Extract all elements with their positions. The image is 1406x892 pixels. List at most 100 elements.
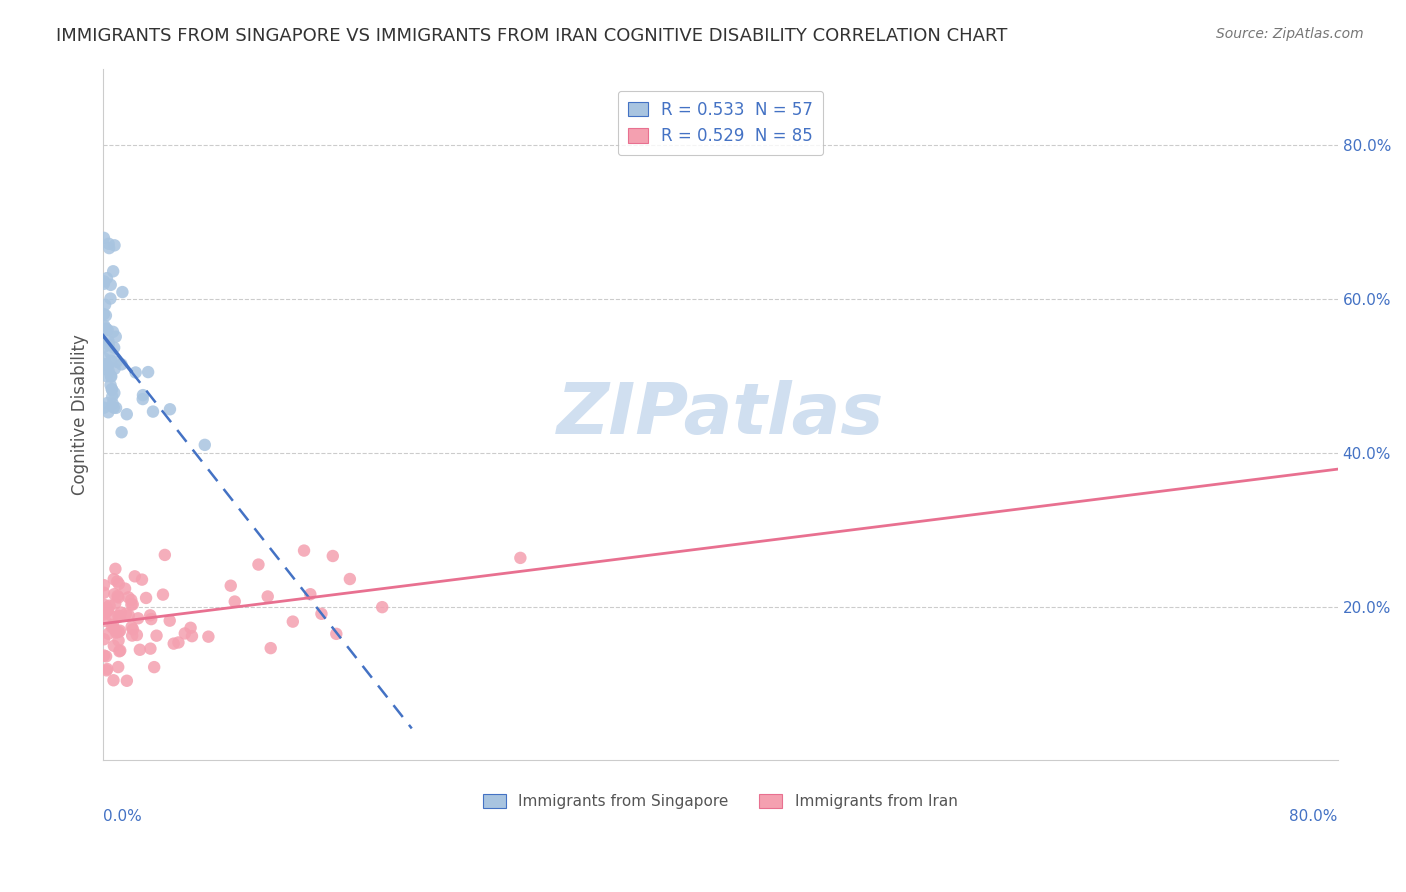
Point <box>96 396 118 410</box>
Point <box>93 632 115 647</box>
Point <box>260 641 283 656</box>
Point <box>135 591 157 605</box>
Point <box>97 236 120 251</box>
Point <box>101 390 124 404</box>
Point <box>110 643 132 657</box>
Point <box>103 572 125 586</box>
Point <box>322 549 344 563</box>
Y-axis label: Cognitive Disability: Cognitive Disability <box>72 334 89 495</box>
Point <box>108 644 131 658</box>
Text: 0.0%: 0.0% <box>103 809 142 824</box>
Point <box>94 351 117 366</box>
Point <box>509 550 531 565</box>
Point <box>93 307 115 321</box>
Point <box>104 562 127 576</box>
Point <box>256 590 278 604</box>
Point <box>194 438 217 452</box>
Point <box>93 277 115 291</box>
Point <box>93 274 115 288</box>
Point <box>96 369 118 384</box>
Point <box>163 637 186 651</box>
Point <box>101 383 124 397</box>
Point <box>152 588 174 602</box>
Point <box>94 309 117 323</box>
Point <box>105 401 128 415</box>
Point <box>108 609 131 624</box>
Point <box>124 569 146 583</box>
Point <box>94 321 117 335</box>
Point <box>101 617 124 632</box>
Point <box>127 611 149 625</box>
Point <box>121 620 143 634</box>
Point <box>120 598 142 612</box>
Point <box>105 625 128 640</box>
Point <box>141 612 163 626</box>
Point <box>104 597 127 611</box>
Point <box>111 285 134 299</box>
Point <box>100 378 122 392</box>
Point <box>103 401 125 415</box>
Point <box>98 241 121 255</box>
Point <box>97 603 120 617</box>
Point <box>103 341 125 355</box>
Point <box>121 629 143 643</box>
Point <box>98 345 121 359</box>
Point <box>219 579 242 593</box>
Point <box>107 624 129 639</box>
Point <box>96 664 118 678</box>
Point <box>118 608 141 623</box>
Point <box>142 404 165 418</box>
Point <box>107 660 129 674</box>
Point <box>110 606 132 620</box>
Point <box>159 614 181 628</box>
Point <box>181 629 204 643</box>
Point <box>107 589 129 603</box>
Point <box>117 591 139 605</box>
Text: ZIPatlas: ZIPatlas <box>557 380 884 449</box>
Point <box>101 382 124 396</box>
Point <box>104 361 127 376</box>
Point <box>93 340 115 354</box>
Point <box>98 599 121 613</box>
Point <box>115 607 138 621</box>
Point <box>311 607 333 621</box>
Point <box>167 635 190 649</box>
Point <box>143 660 166 674</box>
Point <box>325 627 347 641</box>
Point <box>110 357 132 371</box>
Point <box>132 392 155 406</box>
Point <box>281 615 304 629</box>
Point <box>103 639 125 653</box>
Point <box>103 587 125 601</box>
Point <box>93 607 115 622</box>
Point <box>247 558 270 572</box>
Point <box>124 366 146 380</box>
Point <box>97 338 120 352</box>
Point <box>97 405 120 419</box>
Point <box>105 574 128 589</box>
Point <box>107 633 129 648</box>
Point <box>93 401 115 415</box>
Point <box>371 600 394 615</box>
Point <box>103 386 125 401</box>
Point <box>94 358 117 372</box>
Point <box>120 593 142 607</box>
Point <box>93 578 115 592</box>
Point <box>94 323 117 337</box>
Point <box>93 231 115 245</box>
Point <box>100 369 122 384</box>
Point <box>115 673 138 688</box>
Point <box>100 353 122 368</box>
Point <box>159 402 181 417</box>
Point <box>145 629 167 643</box>
Point <box>100 369 122 384</box>
Point <box>94 614 117 628</box>
Point <box>96 271 118 285</box>
Point <box>136 365 159 379</box>
Point <box>93 648 115 663</box>
Point <box>131 573 153 587</box>
Point <box>110 425 132 440</box>
Point <box>101 264 124 278</box>
Text: IMMIGRANTS FROM SINGAPORE VS IMMIGRANTS FROM IRAN COGNITIVE DISABILITY CORRELATI: IMMIGRANTS FROM SINGAPORE VS IMMIGRANTS … <box>56 27 1008 45</box>
Point <box>94 598 117 612</box>
